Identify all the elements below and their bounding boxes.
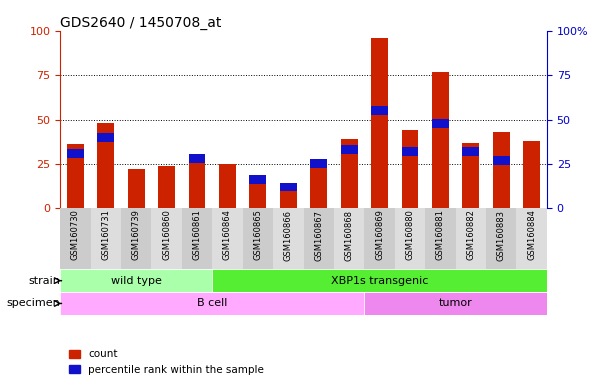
Bar bbox=[371, 106, 388, 115]
Bar bbox=[121, 208, 151, 269]
Bar bbox=[280, 185, 297, 208]
Text: XBP1s transgenic: XBP1s transgenic bbox=[331, 276, 429, 286]
Bar bbox=[364, 208, 395, 269]
Bar bbox=[189, 155, 206, 208]
Text: GSM160867: GSM160867 bbox=[314, 210, 323, 260]
Text: GDS2640 / 1450708_at: GDS2640 / 1450708_at bbox=[60, 16, 222, 30]
Bar bbox=[463, 142, 479, 208]
Text: GSM160865: GSM160865 bbox=[254, 210, 263, 260]
Bar bbox=[249, 178, 266, 208]
Bar bbox=[67, 149, 84, 158]
Bar bbox=[128, 169, 144, 208]
Bar bbox=[310, 159, 327, 168]
Text: specimen: specimen bbox=[7, 298, 60, 308]
Bar bbox=[334, 208, 364, 269]
Bar bbox=[401, 147, 418, 156]
Bar bbox=[243, 208, 273, 269]
Text: GSM160883: GSM160883 bbox=[497, 210, 506, 260]
Bar bbox=[67, 144, 84, 208]
Text: GSM160884: GSM160884 bbox=[527, 210, 536, 260]
Bar bbox=[280, 182, 297, 192]
Bar bbox=[219, 164, 236, 208]
Bar bbox=[371, 38, 388, 208]
Bar bbox=[249, 175, 266, 184]
Bar bbox=[304, 208, 334, 269]
Text: GSM160869: GSM160869 bbox=[375, 210, 384, 260]
Bar bbox=[493, 132, 510, 208]
Bar bbox=[493, 156, 510, 165]
Bar bbox=[523, 141, 540, 208]
Bar bbox=[516, 208, 547, 269]
Text: GSM160860: GSM160860 bbox=[162, 210, 171, 260]
Text: B cell: B cell bbox=[197, 298, 227, 308]
Bar bbox=[60, 269, 212, 292]
Bar bbox=[151, 208, 182, 269]
Bar bbox=[463, 147, 479, 156]
Text: GSM160731: GSM160731 bbox=[101, 210, 110, 260]
Text: GSM160861: GSM160861 bbox=[192, 210, 201, 260]
Bar bbox=[341, 145, 358, 154]
Bar bbox=[364, 292, 547, 315]
Bar bbox=[486, 208, 516, 269]
Bar bbox=[310, 164, 327, 208]
Bar bbox=[97, 123, 114, 208]
Bar bbox=[401, 130, 418, 208]
Bar bbox=[158, 166, 175, 208]
Bar bbox=[273, 208, 304, 269]
Bar bbox=[182, 208, 212, 269]
Text: GSM160730: GSM160730 bbox=[71, 210, 80, 260]
Bar bbox=[341, 139, 358, 208]
Bar bbox=[212, 208, 243, 269]
Bar bbox=[432, 119, 449, 127]
Bar bbox=[60, 208, 91, 269]
Bar bbox=[60, 292, 364, 315]
Text: GSM160739: GSM160739 bbox=[132, 210, 141, 260]
Text: GSM160882: GSM160882 bbox=[466, 210, 475, 260]
Bar bbox=[456, 208, 486, 269]
Text: tumor: tumor bbox=[439, 298, 472, 308]
Text: GSM160881: GSM160881 bbox=[436, 210, 445, 260]
Bar bbox=[189, 154, 206, 163]
Text: GSM160864: GSM160864 bbox=[223, 210, 232, 260]
Bar bbox=[432, 71, 449, 208]
Text: strain: strain bbox=[28, 276, 60, 286]
Bar bbox=[97, 133, 114, 142]
Bar bbox=[426, 208, 456, 269]
Bar bbox=[395, 208, 426, 269]
Bar bbox=[212, 269, 547, 292]
Text: wild type: wild type bbox=[111, 276, 162, 286]
Legend: count, percentile rank within the sample: count, percentile rank within the sample bbox=[66, 345, 268, 379]
Text: GSM160866: GSM160866 bbox=[284, 210, 293, 260]
Bar bbox=[91, 208, 121, 269]
Text: GSM160880: GSM160880 bbox=[406, 210, 415, 260]
Text: GSM160868: GSM160868 bbox=[344, 210, 353, 260]
